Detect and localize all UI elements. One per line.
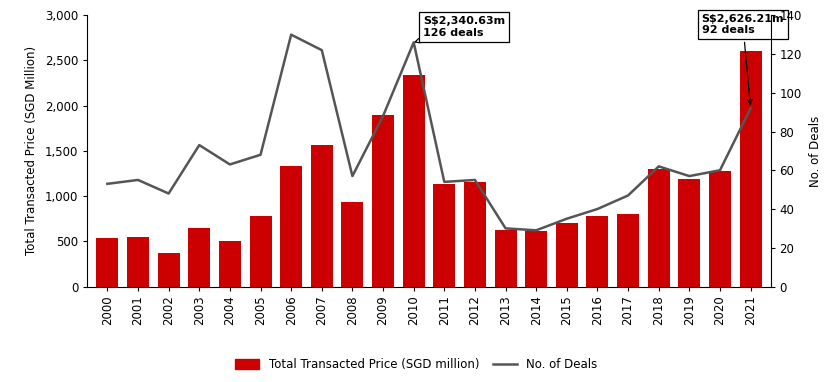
Bar — [219, 241, 241, 286]
Bar — [280, 166, 302, 286]
Bar — [525, 231, 547, 286]
Text: S$2,340.63m
126 deals: S$2,340.63m 126 deals — [415, 16, 505, 43]
Y-axis label: No. of Deals: No. of Deals — [809, 115, 822, 186]
Y-axis label: Total Transacted Price (SGD Million): Total Transacted Price (SGD Million) — [25, 46, 38, 256]
Bar — [250, 217, 272, 286]
Bar — [678, 179, 701, 286]
Bar — [495, 230, 516, 286]
Bar — [127, 237, 149, 286]
Bar — [188, 228, 210, 286]
Bar — [342, 202, 363, 286]
Legend: Total Transacted Price (SGD million), No. of Deals: Total Transacted Price (SGD million), No… — [231, 354, 602, 376]
Bar — [709, 171, 731, 286]
Bar — [433, 185, 456, 286]
Bar — [556, 223, 578, 286]
Bar — [586, 217, 608, 286]
Bar — [648, 168, 670, 286]
Bar — [372, 115, 394, 286]
Bar — [157, 253, 180, 286]
Bar — [617, 214, 639, 286]
Text: S$2,626.21m
92 deals: S$2,626.21m 92 deals — [701, 14, 784, 104]
Bar — [97, 238, 118, 286]
Bar — [311, 144, 333, 286]
Bar — [464, 181, 486, 286]
Bar — [402, 75, 425, 286]
Bar — [740, 52, 761, 286]
